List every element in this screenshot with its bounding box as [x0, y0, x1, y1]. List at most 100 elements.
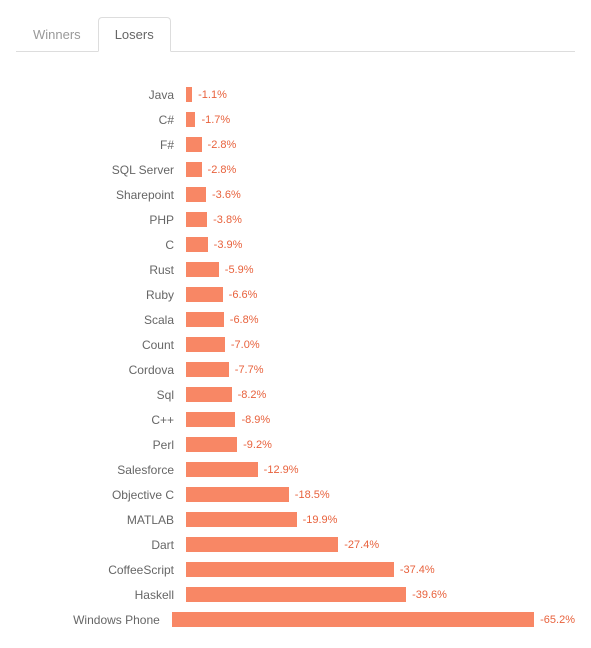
chart-row-label: Sql [16, 388, 186, 402]
chart-row-label: Haskell [16, 588, 186, 602]
chart-value-label: -18.5% [289, 489, 330, 501]
chart-value-label: -12.9% [258, 464, 299, 476]
chart-row: Perl -9.2% [16, 432, 575, 457]
chart-bar [186, 237, 208, 252]
chart-row: Ruby -6.6% [16, 282, 575, 307]
chart-bar [186, 537, 338, 552]
chart-row: Rust -5.9% [16, 257, 575, 282]
chart-row: Salesforce -12.9% [16, 457, 575, 482]
chart-bar [186, 587, 406, 602]
chart-value-label: -7.0% [225, 339, 260, 351]
chart-bar [186, 262, 219, 277]
chart-bar-area: -18.5% [186, 487, 575, 502]
chart-row-label: Ruby [16, 288, 186, 302]
chart-row-label: SQL Server [16, 163, 186, 177]
chart-value-label: -6.6% [223, 289, 258, 301]
chart-bar-area: -8.9% [186, 412, 575, 427]
chart-bar-area: -12.9% [186, 462, 575, 477]
chart-value-label: -5.9% [219, 264, 254, 276]
chart-value-label: -3.8% [207, 214, 242, 226]
chart-row-label: F# [16, 138, 186, 152]
chart-row-label: Rust [16, 263, 186, 277]
chart-row: C -3.9% [16, 232, 575, 257]
chart-row: F# -2.8% [16, 132, 575, 157]
chart-bar-area: -37.4% [186, 562, 575, 577]
chart-bar-area: -2.8% [186, 137, 575, 152]
chart-bar [186, 212, 207, 227]
chart-row: Scala -6.8% [16, 307, 575, 332]
chart-bar [186, 362, 229, 377]
chart-bar [186, 562, 394, 577]
tab-winners[interactable]: Winners [16, 17, 98, 52]
chart-row-label: Salesforce [16, 463, 186, 477]
chart-bar [186, 287, 223, 302]
chart-row: Sharepoint-3.6% [16, 182, 575, 207]
chart-row: Windows Phone -65.2% [16, 607, 575, 632]
chart-bar [186, 162, 202, 177]
chart-value-label: -2.8% [202, 139, 237, 151]
chart-bar-area: -6.6% [186, 287, 575, 302]
chart-row-label: Java [16, 88, 186, 102]
chart-row-label: Objective C [16, 488, 186, 502]
chart-row: C++-8.9% [16, 407, 575, 432]
chart-row: Cordova -7.7% [16, 357, 575, 382]
chart-row-label: Windows Phone [16, 613, 172, 627]
losers-bar-chart: Java -1.1% C#-1.7%F# -2.8% SQL Server -2.8% Sh… [16, 82, 575, 632]
chart-value-label: -2.8% [202, 164, 237, 176]
chart-bar-area: -8.2% [186, 387, 575, 402]
chart-bar-area: -9.2% [186, 437, 575, 452]
chart-bar [172, 612, 534, 627]
chart-row: Count -7.0% [16, 332, 575, 357]
chart-value-label: -7.7% [229, 364, 264, 376]
chart-row-label: C# [16, 113, 186, 127]
chart-row-label: C [16, 238, 186, 252]
chart-value-label: -39.6% [406, 589, 447, 601]
chart-bar-area: -19.9% [186, 512, 575, 527]
chart-value-label: -65.2% [534, 614, 575, 626]
chart-bar [186, 462, 258, 477]
chart-bar [186, 487, 289, 502]
chart-bar-area: -3.9% [186, 237, 575, 252]
chart-bar [186, 187, 206, 202]
chart-bar [186, 412, 235, 427]
chart-row: Haskell -39.6% [16, 582, 575, 607]
chart-value-label: -3.9% [208, 239, 243, 251]
chart-bar-area: -7.0% [186, 337, 575, 352]
tab-losers[interactable]: Losers [98, 17, 171, 52]
chart-row-label: Sharepoint [16, 188, 186, 202]
chart-bar-area: -39.6% [186, 587, 575, 602]
chart-row: MATLAB -19.9% [16, 507, 575, 532]
chart-row: SQL Server -2.8% [16, 157, 575, 182]
chart-bar [186, 112, 195, 127]
tab-bar: WinnersLosers [16, 16, 575, 52]
chart-value-label: -19.9% [297, 514, 338, 526]
chart-bar [186, 137, 202, 152]
chart-row-label: C++ [16, 413, 186, 427]
chart-row: Objective C -18.5% [16, 482, 575, 507]
chart-bar-area: -65.2% [172, 612, 575, 627]
chart-row: CoffeeScript-37.4% [16, 557, 575, 582]
chart-row: Dart -27.4% [16, 532, 575, 557]
chart-bar [186, 387, 232, 402]
chart-bar [186, 512, 297, 527]
chart-bar-area: -6.8% [186, 312, 575, 327]
chart-row-label: Scala [16, 313, 186, 327]
chart-row: PHP-3.8% [16, 207, 575, 232]
chart-row-label: MATLAB [16, 513, 186, 527]
chart-value-label: -6.8% [224, 314, 259, 326]
chart-row-label: Dart [16, 538, 186, 552]
chart-bar-area: -1.7% [186, 112, 575, 127]
chart-row: Java -1.1% [16, 82, 575, 107]
chart-row-label: CoffeeScript [16, 563, 186, 577]
chart-row-label: Count [16, 338, 186, 352]
chart-row-label: Cordova [16, 363, 186, 377]
chart-value-label: -1.1% [192, 89, 227, 101]
chart-bar [186, 337, 225, 352]
chart-bar-area: -3.8% [186, 212, 575, 227]
chart-bar [186, 437, 237, 452]
chart-row-label: Perl [16, 438, 186, 452]
chart-bar-area: -3.6% [186, 187, 575, 202]
chart-value-label: -8.2% [232, 389, 267, 401]
chart-value-label: -9.2% [237, 439, 272, 451]
chart-value-label: -27.4% [338, 539, 379, 551]
